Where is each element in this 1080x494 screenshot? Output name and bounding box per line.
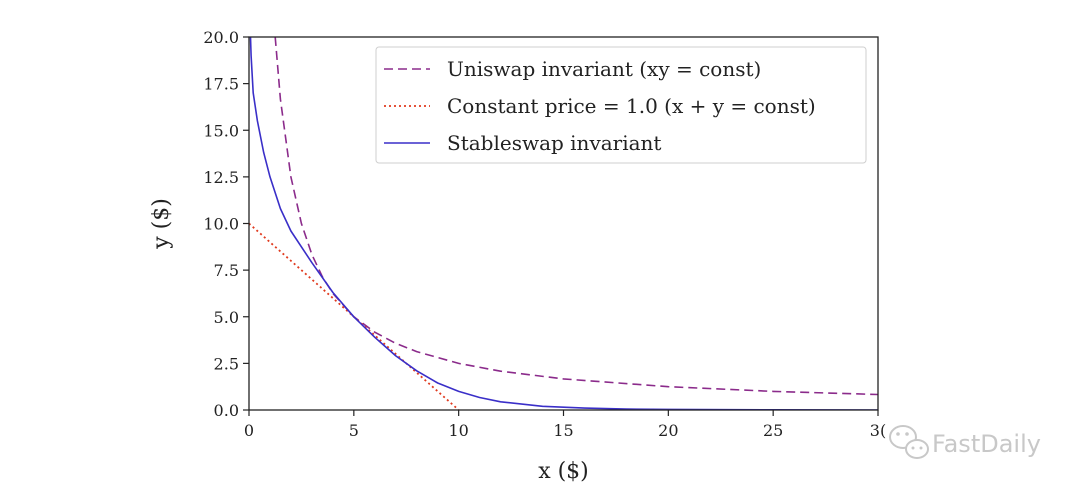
y-axis-ticks: 0.0 2.5 5.0 7.5 10.0 12.5 15.0 17.5 20.0 [203, 28, 249, 420]
legend-box [375, 46, 867, 164]
x-tick-label: 0 [244, 421, 254, 440]
legend: Uniswap invariant (xy = const) Constant p… [375, 46, 867, 164]
series-line-3 [249, 37, 878, 410]
legend-label-3: Stableswap invariant [447, 131, 661, 155]
x-tick-label: 15 [553, 421, 573, 440]
x-axis-label: x ($) [538, 459, 589, 484]
x-tick-label: 5 [349, 421, 359, 440]
x-tick-label: 10 [448, 421, 468, 440]
y-tick-label: 17.5 [203, 75, 239, 94]
x-axis-ticks: 0 5 10 15 20 25 3( [244, 410, 886, 440]
x-tick-label: 20 [658, 421, 678, 440]
y-tick-label: 0.0 [214, 401, 239, 420]
y-tick-label: 2.5 [214, 354, 239, 373]
y-tick-label: 20.0 [203, 28, 239, 47]
y-axis-label: y ($) [149, 198, 174, 250]
x-tick-label: 3( [870, 421, 886, 440]
y-tick-label: 10.0 [203, 215, 239, 234]
y-tick-label: 5.0 [214, 308, 239, 327]
y-tick-label: 12.5 [203, 168, 239, 187]
y-tick-label: 15.0 [203, 121, 239, 140]
plot-curves [249, 37, 878, 410]
x-tick-label: 25 [763, 421, 783, 440]
watermark-text: FastDaily [932, 430, 1041, 458]
watermark: FastDaily [889, 425, 1041, 459]
series-line-1 [274, 37, 878, 396]
wechat-icon [889, 425, 929, 459]
y-tick-label: 7.5 [214, 261, 239, 280]
legend-label-1: Uniswap invariant (xy = const) [447, 57, 761, 81]
legend-label-2: Constant price = 1.0 (x + y = const) [447, 94, 816, 118]
